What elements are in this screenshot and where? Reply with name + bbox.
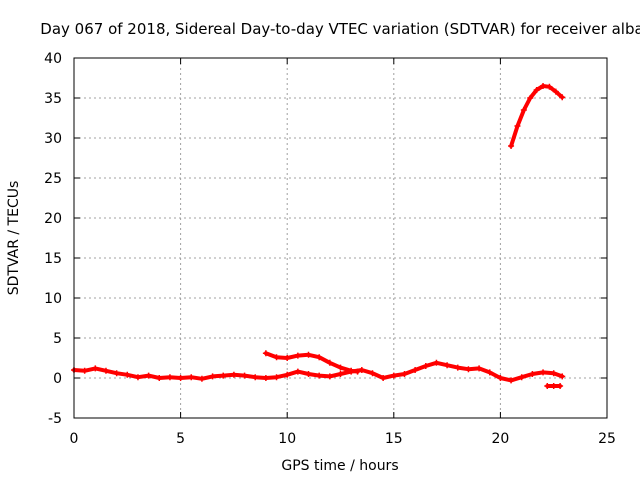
y-tick-label: 10 bbox=[44, 291, 62, 307]
data-point bbox=[294, 368, 301, 375]
data-point bbox=[390, 372, 397, 379]
x-tick-label: 20 bbox=[491, 431, 509, 447]
data-point bbox=[284, 371, 291, 378]
data-point bbox=[544, 383, 551, 389]
data-point bbox=[380, 375, 387, 381]
data-point bbox=[540, 369, 547, 376]
data-point bbox=[520, 107, 527, 113]
chart-title: Day 067 of 2018, Sidereal Day-to-day VTE… bbox=[40, 20, 640, 38]
data-point bbox=[209, 373, 216, 380]
data-point bbox=[476, 365, 483, 372]
data-point bbox=[220, 372, 227, 379]
data-point bbox=[354, 368, 361, 375]
data-point bbox=[188, 374, 195, 381]
y-tick-labels: -5 0 5 10 15 20 25 30 35 40 bbox=[44, 51, 62, 427]
x-axis-label: GPS time / hours bbox=[281, 458, 398, 474]
data-point bbox=[559, 94, 566, 101]
data-point bbox=[316, 372, 323, 379]
data-point bbox=[529, 371, 536, 377]
data-point bbox=[124, 371, 131, 378]
data-point bbox=[273, 354, 280, 361]
y-tick-label: 5 bbox=[53, 331, 62, 347]
data-point bbox=[444, 362, 451, 369]
data-point bbox=[198, 375, 205, 382]
y-tick-label: 30 bbox=[44, 131, 62, 147]
x-tick-label: 5 bbox=[176, 431, 185, 447]
data-point bbox=[262, 350, 269, 357]
data-point bbox=[305, 351, 312, 358]
data-point bbox=[294, 352, 301, 359]
data-point bbox=[401, 371, 408, 377]
data-point bbox=[465, 366, 472, 373]
series-layer bbox=[71, 83, 566, 389]
data-point bbox=[113, 370, 120, 377]
data-point bbox=[92, 365, 99, 372]
data-point bbox=[508, 377, 515, 384]
data-point bbox=[81, 367, 88, 374]
series-upper-band bbox=[263, 351, 360, 374]
data-point bbox=[230, 371, 237, 378]
data-point bbox=[412, 367, 419, 373]
data-point bbox=[241, 372, 248, 379]
data-point bbox=[559, 373, 566, 380]
series-low-band bbox=[72, 360, 565, 383]
y-tick-label: 20 bbox=[44, 211, 62, 227]
data-point bbox=[102, 367, 109, 374]
grid-lines bbox=[74, 58, 607, 418]
data-point bbox=[514, 123, 521, 129]
y-axis-label: SDTVAR / TECUs bbox=[6, 181, 22, 296]
data-point bbox=[337, 364, 344, 371]
data-point bbox=[326, 359, 333, 366]
y-tick-label: 0 bbox=[53, 371, 62, 387]
data-point bbox=[252, 374, 259, 381]
data-point bbox=[156, 375, 163, 381]
data-point bbox=[358, 367, 365, 373]
data-point bbox=[337, 371, 344, 377]
data-point bbox=[316, 354, 323, 361]
x-tick-label: 25 bbox=[598, 431, 616, 447]
y-tick-label: -5 bbox=[48, 411, 62, 427]
data-point bbox=[166, 374, 173, 381]
series-high-arc bbox=[509, 84, 565, 148]
data-point bbox=[145, 372, 152, 379]
data-point bbox=[134, 374, 141, 381]
data-point bbox=[305, 371, 312, 377]
y-tick-label: 35 bbox=[44, 91, 62, 107]
data-point bbox=[552, 88, 559, 95]
data-point bbox=[550, 370, 557, 377]
data-point bbox=[262, 375, 269, 381]
data-point bbox=[518, 374, 525, 381]
data-point bbox=[486, 369, 493, 376]
data-point bbox=[433, 359, 440, 366]
data-point bbox=[533, 87, 540, 93]
x-tick-labels: 0 5 10 15 20 25 bbox=[70, 431, 616, 447]
data-point bbox=[422, 363, 429, 369]
data-point bbox=[527, 95, 534, 101]
data-point bbox=[348, 367, 355, 374]
data-point bbox=[273, 374, 280, 381]
x-tick-label: 10 bbox=[278, 431, 296, 447]
y-tick-label: 40 bbox=[44, 51, 62, 67]
data-point bbox=[508, 143, 515, 149]
data-point bbox=[550, 383, 557, 389]
data-point bbox=[369, 370, 376, 377]
y-tick-label: 15 bbox=[44, 251, 62, 267]
data-point bbox=[546, 83, 553, 90]
plot-frame bbox=[73, 57, 608, 419]
data-point bbox=[454, 364, 461, 371]
data-point bbox=[284, 355, 291, 361]
data-point bbox=[557, 383, 564, 389]
data-point bbox=[177, 375, 184, 381]
x-tick-label: 0 bbox=[70, 431, 79, 447]
x-tick-label: 15 bbox=[385, 431, 403, 447]
data-point bbox=[326, 373, 333, 380]
data-point bbox=[497, 375, 504, 381]
y-tick-label: 25 bbox=[44, 171, 62, 187]
axis-ticks bbox=[73, 57, 608, 419]
data-point bbox=[540, 83, 547, 89]
